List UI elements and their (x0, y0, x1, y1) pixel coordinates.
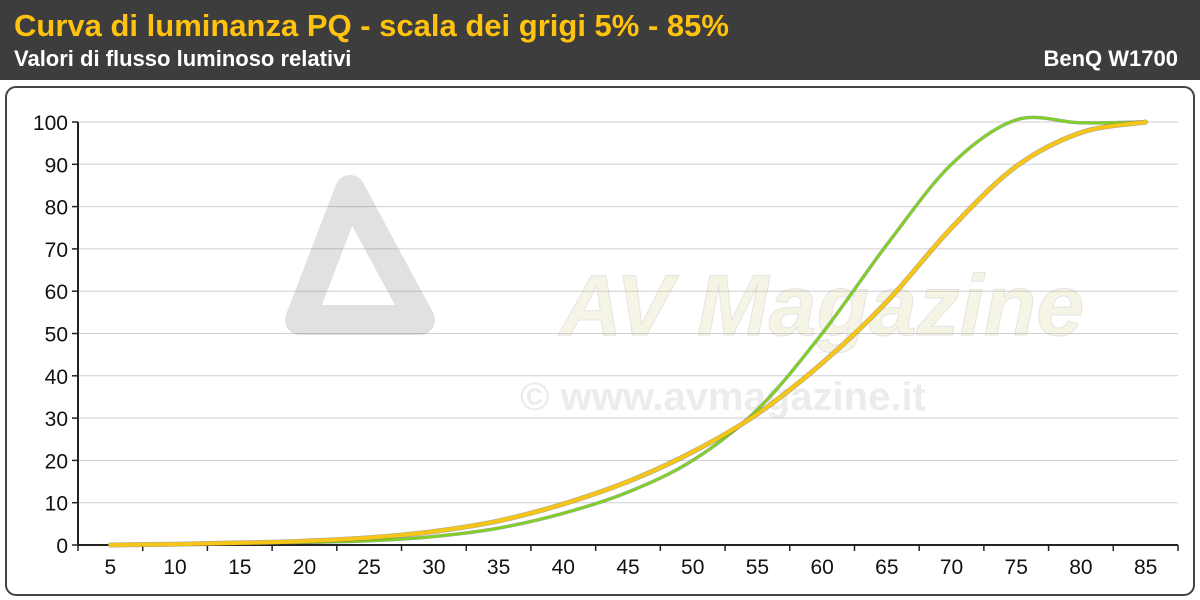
x-tick-label: 75 (1005, 556, 1028, 579)
x-tick-label: 70 (940, 556, 963, 579)
x-tick-label: 5 (105, 556, 117, 579)
y-tick-label: 10 (45, 493, 68, 516)
chart-header: Curva di luminanza PQ - scala dei grigi … (0, 0, 1200, 80)
watermark: AV Magazine © www.avmagazine.it (285, 175, 1085, 419)
watermark-logo: AV Magazine (558, 258, 1084, 354)
x-tick-label: 80 (1069, 556, 1092, 579)
series-line-reference (108, 120, 1148, 547)
x-tick-label: 30 (422, 556, 445, 579)
y-tick-label: 80 (45, 197, 68, 220)
y-tick-label: 20 (45, 450, 68, 473)
y-tick-label: 90 (45, 154, 68, 177)
x-tick-label: 25 (357, 556, 380, 579)
x-tick-label: 60 (810, 556, 833, 579)
watermark-url: © www.avmagazine.it (520, 375, 926, 419)
series-lines (107, 115, 1149, 548)
axes: 0 10 20 30 40 50 60 70 80 90 100 5 10 15 20 25 30 35 40 45 5… (33, 112, 1179, 579)
x-tick-label: 85 (1134, 556, 1157, 579)
y-tick-label: 100 (33, 112, 68, 135)
watermark-logo-mark (285, 175, 435, 335)
luminance-chart: AV Magazine © www.avmagazine.it 0 10 20 30 4… (5, 86, 1195, 596)
y-tick-label: 30 (45, 408, 68, 431)
y-tick-label: 50 (45, 324, 68, 347)
x-tick-label: 15 (228, 556, 251, 579)
x-tick-label: 10 (163, 556, 186, 579)
x-tick-label: 45 (616, 556, 639, 579)
y-tick-label: 0 (56, 535, 68, 558)
chart-subtitle: Valori di flusso luminoso relativi (14, 46, 352, 71)
device-name: BenQ W1700 (1043, 46, 1179, 71)
x-tick-label: 20 (293, 556, 316, 579)
x-tick-label: 35 (487, 556, 510, 579)
x-tick-label: 50 (681, 556, 704, 579)
y-tick-label: 40 (45, 366, 68, 389)
grid-lines (78, 121, 1178, 546)
y-tick-label: 60 (45, 281, 68, 304)
chart-title: Curva di luminanza PQ - scala dei grigi … (14, 8, 729, 43)
chart-frame (5, 86, 1195, 596)
x-tick-label: 40 (552, 556, 575, 579)
y-tick-label: 70 (45, 239, 68, 262)
x-tick-label: 55 (746, 556, 769, 579)
x-tick-label: 65 (875, 556, 898, 579)
